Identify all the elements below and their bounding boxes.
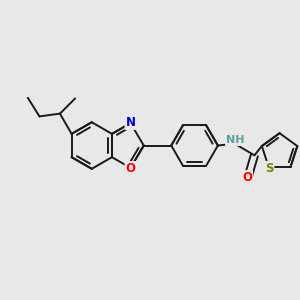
- Text: N: N: [125, 116, 136, 129]
- Text: S: S: [265, 162, 274, 175]
- Text: NH: NH: [226, 135, 244, 145]
- Text: O: O: [125, 162, 136, 175]
- Text: O: O: [242, 171, 252, 184]
